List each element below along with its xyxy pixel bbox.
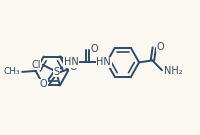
Text: HN: HN	[64, 57, 78, 67]
Text: NH₂: NH₂	[163, 66, 182, 76]
Text: CH₃: CH₃	[4, 67, 20, 76]
Text: Cl: Cl	[31, 60, 41, 70]
Text: HN: HN	[96, 57, 111, 67]
Text: O: O	[90, 44, 98, 54]
Text: O: O	[155, 42, 163, 52]
Text: S: S	[53, 67, 59, 77]
Text: O: O	[69, 62, 77, 72]
Text: O: O	[40, 79, 47, 89]
